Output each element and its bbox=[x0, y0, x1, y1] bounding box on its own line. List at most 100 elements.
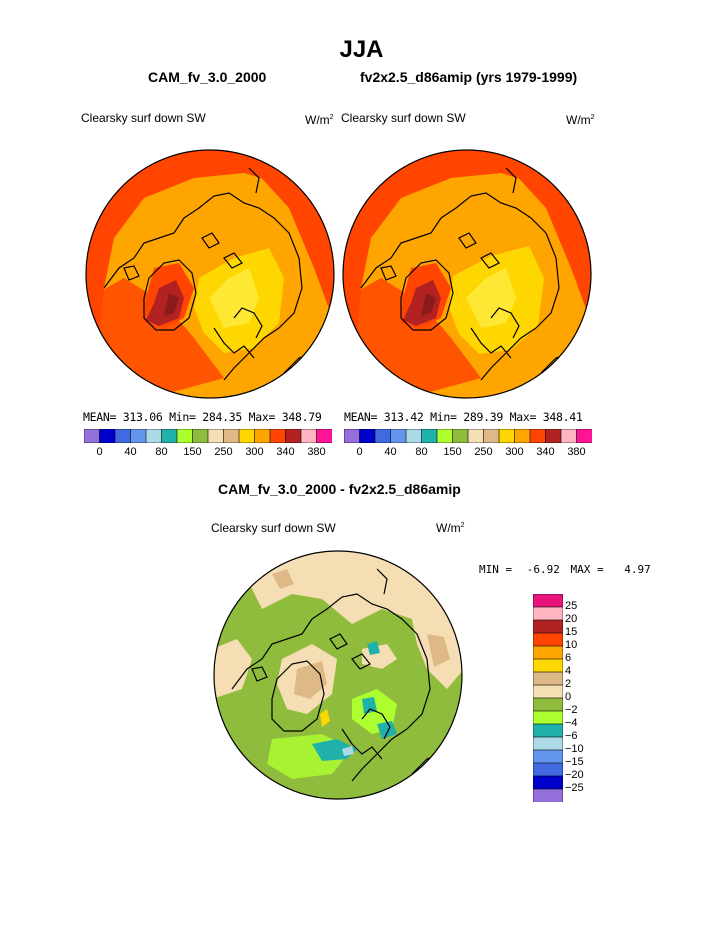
colorbar-tick-label: 250 bbox=[214, 446, 233, 458]
colorbar-tick-label: 80 bbox=[415, 446, 428, 458]
colorbar-tick-label: 4 bbox=[565, 665, 572, 677]
left-units-label: W/m2 bbox=[305, 113, 334, 127]
colorbar-swatch bbox=[533, 658, 563, 673]
page-title: JJA bbox=[339, 36, 384, 63]
left-variable-label: Clearsky surf down SW bbox=[81, 111, 206, 125]
colorbar-swatch bbox=[533, 606, 563, 621]
colorbar-swatch bbox=[436, 429, 454, 443]
colorbar-swatch bbox=[576, 429, 592, 443]
colorbar-swatch bbox=[207, 429, 225, 443]
colorbar-tick-label: 300 bbox=[245, 446, 264, 458]
colorbar-tick-label: −10 bbox=[565, 743, 584, 755]
colorbar-swatch bbox=[533, 697, 563, 712]
colorbar-swatch bbox=[533, 788, 563, 802]
colorbar-tick-label: 15 bbox=[565, 626, 578, 638]
colorbar-tick-label: 0 bbox=[96, 446, 103, 458]
left-colorbar-ticks: 0 40 80 150 250 300 340 380 bbox=[84, 446, 332, 460]
colorbar-tick-label: 150 bbox=[443, 446, 462, 458]
diff-polar-map bbox=[213, 550, 463, 800]
dark-red-greenland bbox=[146, 280, 184, 326]
colorbar-swatch bbox=[560, 429, 578, 443]
right-stats: MEAN= 313.42 Min= 289.39 Max= 348.41 bbox=[344, 410, 583, 424]
right-map-border bbox=[342, 149, 592, 399]
right-case-title: fv2x2.5_d86amip (yrs 1979-1999) bbox=[360, 69, 578, 85]
right-colorbar-ticks: 0 40 80 150 250 300 340 380 bbox=[344, 446, 592, 460]
colorbar-swatch bbox=[514, 429, 531, 443]
colorbar-tick-label: 340 bbox=[536, 446, 555, 458]
colorbar-tick-label: 25 bbox=[565, 600, 578, 612]
colorbar-swatch bbox=[529, 429, 547, 443]
colorbar-swatch bbox=[533, 710, 563, 725]
colorbar-swatch bbox=[390, 429, 407, 443]
left-map-border bbox=[85, 149, 335, 399]
colorbar-tick-label: 6 bbox=[565, 652, 572, 664]
colorbar-swatch bbox=[533, 594, 563, 608]
diff-map-border bbox=[213, 550, 463, 800]
colorbar-swatch bbox=[533, 723, 563, 738]
right-units-label: W/m2 bbox=[566, 113, 595, 127]
colorbar-tick-label: 340 bbox=[276, 446, 295, 458]
colorbar-swatch bbox=[285, 429, 302, 443]
colorbar-tick-label: 380 bbox=[567, 446, 586, 458]
diff-units-label: W/m2 bbox=[436, 521, 465, 535]
colorbar-tick-label: −6 bbox=[565, 730, 578, 742]
colorbar-tick-label: 40 bbox=[124, 446, 137, 458]
left-polar-map bbox=[85, 149, 335, 399]
diff-variable-label: Clearsky surf down SW bbox=[211, 521, 336, 535]
colorbar-swatch bbox=[269, 429, 287, 443]
right-colorbar bbox=[344, 429, 592, 443]
right-variable-label: Clearsky surf down SW bbox=[341, 111, 466, 125]
colorbar-swatch bbox=[405, 429, 423, 443]
darkest-red-greenland bbox=[164, 293, 179, 316]
colorbar-tick-label: −15 bbox=[565, 756, 584, 768]
colorbar-swatch bbox=[533, 632, 563, 647]
light-yellow-region bbox=[209, 268, 259, 328]
tan-patch-2 bbox=[427, 634, 450, 667]
left-colorbar bbox=[84, 429, 332, 443]
colorbar-swatch bbox=[498, 429, 516, 443]
colorbar-swatch bbox=[374, 429, 392, 443]
colorbar-swatch bbox=[130, 429, 147, 443]
colorbar-swatch bbox=[533, 645, 563, 660]
colorbar-swatch bbox=[452, 429, 469, 443]
colorbar-tick-label: 380 bbox=[307, 446, 326, 458]
colorbar-tick-label: 150 bbox=[183, 446, 202, 458]
colorbar-swatch bbox=[483, 429, 500, 443]
colorbar-tick-label: 0 bbox=[565, 691, 572, 703]
colorbar-swatch bbox=[533, 762, 563, 777]
colorbar-swatch bbox=[238, 429, 256, 443]
yellow-streak bbox=[320, 709, 330, 727]
colorbar-swatch bbox=[533, 775, 563, 790]
tan-patch-1 bbox=[272, 569, 294, 589]
colorbar-tick-label: −20 bbox=[565, 769, 584, 781]
diff-minmax: MIN = -6.92 MAX = 4.97 bbox=[479, 563, 651, 576]
diff-colorbar bbox=[533, 594, 563, 802]
colorbar-tick-label: 20 bbox=[565, 613, 578, 625]
colorbar-tick-label: 10 bbox=[565, 639, 578, 651]
colorbar-swatch bbox=[533, 684, 563, 699]
colorbar-swatch bbox=[533, 749, 563, 764]
colorbar-tick-label: 80 bbox=[155, 446, 168, 458]
colorbar-swatch bbox=[84, 429, 101, 443]
colorbar-tick-label: −2 bbox=[565, 704, 578, 716]
colorbar-swatch bbox=[344, 429, 361, 443]
colorbar-tick-label: 0 bbox=[356, 446, 363, 458]
colorbar-swatch bbox=[533, 671, 563, 686]
colorbar-swatch bbox=[99, 429, 116, 443]
colorbar-swatch bbox=[300, 429, 318, 443]
colorbar-swatch bbox=[223, 429, 240, 443]
colorbar-swatch bbox=[533, 619, 563, 634]
colorbar-tick-label: −4 bbox=[565, 717, 578, 729]
colorbar-swatch bbox=[359, 429, 376, 443]
left-case-title: CAM_fv_3.0_2000 bbox=[148, 69, 267, 85]
colorbar-swatch bbox=[145, 429, 163, 443]
colorbar-tick-label: 40 bbox=[384, 446, 397, 458]
colorbar-swatch bbox=[114, 429, 132, 443]
colorbar-swatch bbox=[545, 429, 562, 443]
colorbar-swatch bbox=[161, 429, 178, 443]
colorbar-swatch bbox=[467, 429, 485, 443]
diff-title: CAM_fv_3.0_2000 - fv2x2.5_d86amip bbox=[218, 481, 461, 497]
colorbar-swatch bbox=[533, 736, 563, 751]
colorbar-tick-label: 250 bbox=[474, 446, 493, 458]
colorbar-swatch bbox=[192, 429, 209, 443]
